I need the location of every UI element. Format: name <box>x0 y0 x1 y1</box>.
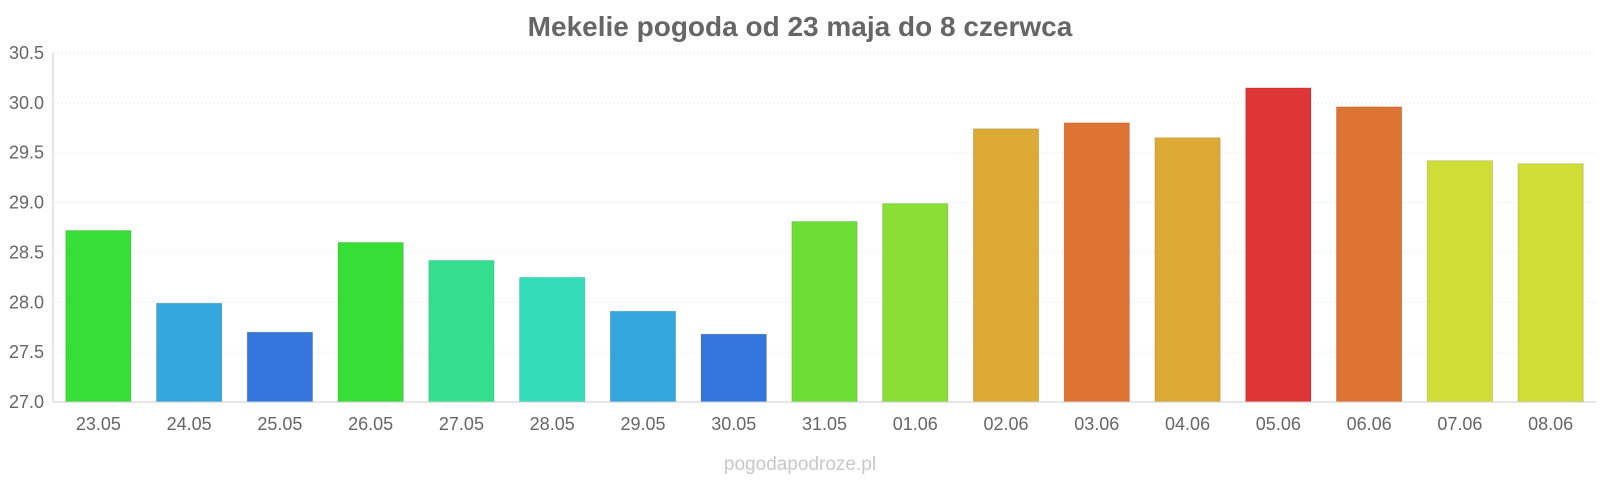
bar-28.05 <box>519 276 586 403</box>
bar-08.06 <box>1517 163 1584 403</box>
x-tick-label: 25.05 <box>257 414 302 434</box>
watermark-text: pogodapodroze.pl <box>724 454 876 475</box>
x-tick-label: 30.05 <box>711 414 756 434</box>
bar-26.05 <box>337 241 404 403</box>
x-tick-label: 27.05 <box>439 414 484 434</box>
x-tick-label: 03.06 <box>1074 414 1119 434</box>
bar-01.06 <box>882 203 949 403</box>
y-tick-label: 30.0 <box>9 93 44 113</box>
x-tick-label: 07.06 <box>1437 414 1482 434</box>
x-tick-label: 08.06 <box>1528 414 1573 434</box>
y-tick-label: 28.0 <box>9 292 44 312</box>
x-tick-label: 06.06 <box>1347 414 1392 434</box>
bar-31.05 <box>791 221 858 403</box>
x-tick-label: 02.06 <box>984 414 1029 434</box>
bar-30.05 <box>700 333 767 403</box>
bar-23.05 <box>65 229 132 403</box>
x-tick-label: 29.05 <box>620 414 665 434</box>
bar-24.05 <box>155 302 223 403</box>
y-tick-label: 28.5 <box>9 242 44 262</box>
bars <box>65 87 1584 403</box>
bar-03.06 <box>1063 122 1130 403</box>
bar-29.05 <box>609 310 677 403</box>
y-tick-label: 27.0 <box>9 392 44 412</box>
x-tick-label: 24.05 <box>167 414 212 434</box>
x-tick-label: 01.06 <box>893 414 938 434</box>
y-tick-label: 29.0 <box>9 193 44 213</box>
y-axis-ticks: 27.0 27.5 28.0 28.5 29.0 29.5 30.0 30.5 <box>9 43 44 412</box>
x-axis-ticks: 23.05 24.05 25.05 26.05 27.05 28.05 29.05 30.05… <box>76 414 1573 434</box>
y-tick-label: 29.5 <box>9 143 44 163</box>
y-tick-label: 27.5 <box>9 342 44 362</box>
bar-06.06 <box>1335 106 1403 403</box>
bar-04.06 <box>1154 137 1221 403</box>
x-tick-label: 31.05 <box>802 414 847 434</box>
bar-05.06 <box>1245 87 1312 403</box>
x-tick-label: 04.06 <box>1165 414 1210 434</box>
bar-25.05 <box>246 331 314 403</box>
x-tick-label: 05.06 <box>1256 414 1301 434</box>
chart-title: Mekelie pogoda od 23 maja do 8 czerwca <box>528 11 1073 42</box>
bar-02.06 <box>972 128 1040 403</box>
y-tick-label: 30.5 <box>9 43 44 63</box>
x-tick-label: 26.05 <box>348 414 393 434</box>
bar-27.05 <box>428 259 495 403</box>
bar-07.06 <box>1426 160 1494 403</box>
x-tick-label: 23.05 <box>76 414 121 434</box>
x-tick-label: 28.05 <box>530 414 575 434</box>
